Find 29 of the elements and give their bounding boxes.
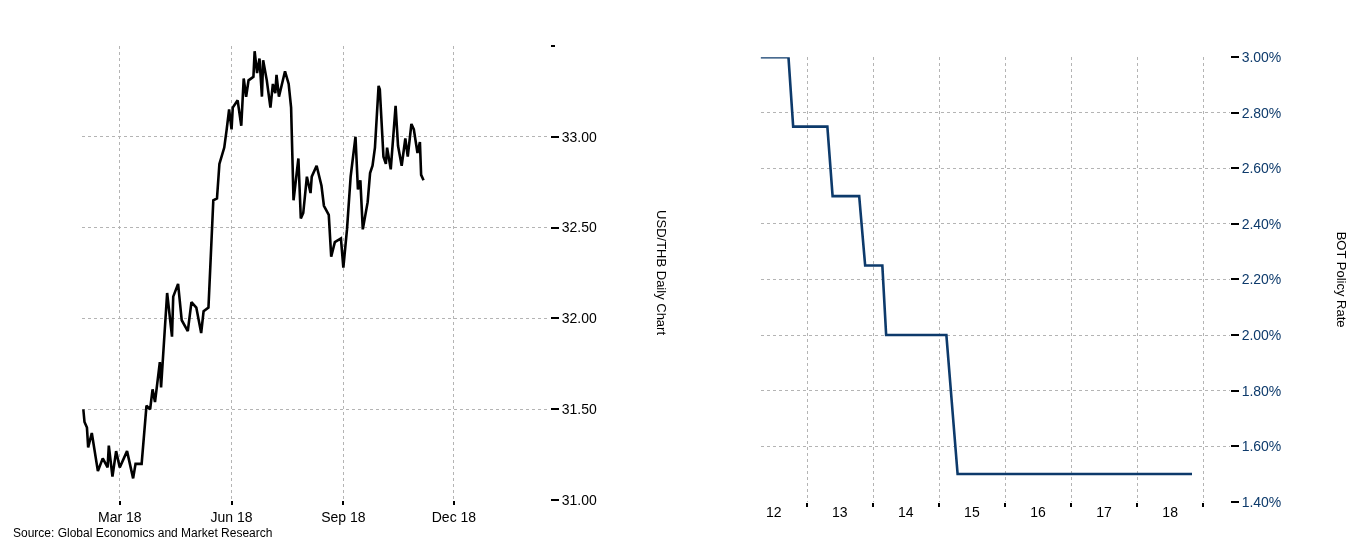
y-tick-label: 1.80% xyxy=(1241,382,1282,399)
y-tick-label: 2.00% xyxy=(1241,326,1282,343)
x-tick-label: 14 xyxy=(898,503,914,520)
x-tick-label: Dec 18 xyxy=(431,508,477,525)
x-tick-label: Jun 18 xyxy=(210,508,253,525)
y-axis-title: BOT Policy Rate xyxy=(1334,231,1350,328)
y-tick-label: 32.00 xyxy=(561,310,597,327)
x-tick-label: Mar 18 xyxy=(97,508,142,525)
source-note: Source: Global Economics and Market Research xyxy=(13,526,273,539)
y-tick-label: 1.40% xyxy=(1241,493,1282,510)
y-tick-label: 2.80% xyxy=(1241,104,1282,121)
x-tick-label: 12 xyxy=(766,503,782,520)
line-series xyxy=(82,49,425,480)
x-tick-label: 17 xyxy=(1096,503,1113,520)
x-tick-label: 18 xyxy=(1162,503,1179,520)
x-tick-label: 13 xyxy=(832,503,848,520)
y-tick-label: 3.00% xyxy=(1241,49,1282,66)
y-tick-label: 31.50 xyxy=(561,401,597,418)
x-tick-label: Sep 18 xyxy=(321,508,366,525)
x-tick-label: 16 xyxy=(1030,503,1047,520)
y-tick-label: 2.20% xyxy=(1241,271,1282,288)
y-axis-title: USD/THB Daily Chart xyxy=(653,210,669,336)
y-tick-label: 31.00 xyxy=(561,492,597,509)
y-tick-label: 2.40% xyxy=(1241,215,1282,232)
y-tick-label: 33.00 xyxy=(561,128,597,145)
y-tick-label: 2.60% xyxy=(1241,160,1282,177)
y-tick-label: 1.60% xyxy=(1241,438,1282,455)
y-tick-label: 32.50 xyxy=(561,219,597,236)
x-tick-label: 15 xyxy=(964,503,980,520)
